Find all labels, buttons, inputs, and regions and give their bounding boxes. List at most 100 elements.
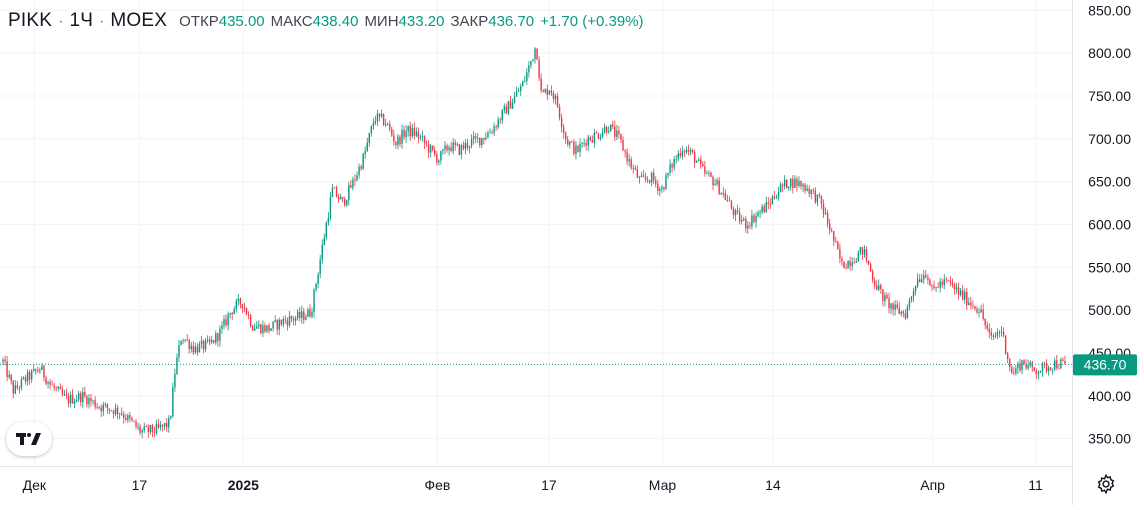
candle-body — [380, 114, 383, 117]
candle-body — [657, 183, 659, 192]
candle-body — [245, 308, 248, 315]
candle-body — [276, 320, 278, 330]
tradingview-logo-icon — [16, 433, 41, 445]
candle-body — [783, 179, 786, 187]
tradingview-logo[interactable] — [6, 422, 52, 456]
candle-body — [174, 373, 176, 388]
candle-body — [1023, 360, 1025, 365]
candle-body — [959, 290, 962, 296]
candle-body — [243, 307, 246, 309]
candle-body — [579, 144, 581, 152]
candle-body — [309, 309, 311, 317]
candle-body — [315, 283, 317, 290]
candle-body — [880, 285, 882, 290]
candle-body — [442, 149, 444, 152]
candle-body — [736, 210, 739, 213]
candle-body — [313, 289, 315, 312]
candle-body — [951, 282, 954, 285]
candle-body — [1029, 362, 1031, 366]
candle-body — [319, 259, 321, 275]
candle-body — [628, 159, 630, 162]
candle-body — [137, 426, 139, 428]
candle-body — [139, 426, 141, 433]
candle-body — [970, 302, 972, 306]
candle-body — [921, 279, 923, 282]
candle-body — [794, 178, 796, 188]
high-value: 438.40 — [312, 13, 359, 30]
candle-body — [587, 137, 589, 146]
candle-body — [384, 124, 387, 125]
candle-body — [552, 93, 555, 100]
candle-body — [192, 345, 195, 353]
candle-body — [646, 178, 649, 181]
candle-body — [912, 291, 915, 297]
candle-body — [706, 172, 708, 174]
candle-body — [16, 385, 19, 388]
candle-body — [221, 325, 223, 329]
x-axis-tick-label: Мар — [649, 477, 677, 493]
candle-body — [937, 286, 939, 288]
candle-body — [828, 223, 831, 231]
candle-body — [968, 302, 970, 306]
candle-body — [562, 127, 565, 133]
candle-body — [204, 340, 207, 350]
candle-body — [955, 287, 958, 290]
candle-body — [935, 286, 937, 288]
candle-body — [700, 159, 702, 164]
candle-body — [976, 308, 978, 313]
symbol-name[interactable]: PIKK — [8, 10, 53, 31]
candle-body — [305, 316, 307, 320]
candle-body — [468, 146, 471, 148]
candle-body — [925, 275, 927, 278]
candle-body — [382, 114, 385, 125]
candle-body — [333, 187, 336, 189]
x-axis-tick-label: Фев — [424, 477, 450, 493]
candle-body — [558, 106, 561, 118]
candle-body — [12, 381, 14, 394]
candle-body — [161, 424, 164, 427]
candle-body — [389, 123, 391, 130]
candle-body — [542, 90, 544, 92]
candle-body — [491, 132, 493, 134]
candle-body — [663, 187, 665, 190]
candle-body — [753, 215, 755, 223]
x-axis-tick-label: 17 — [541, 477, 557, 493]
candle-body — [229, 312, 231, 315]
candle-body — [86, 396, 88, 405]
candle-body — [716, 180, 718, 184]
candle-body — [573, 141, 575, 154]
candle-body — [493, 126, 495, 133]
candle-body — [213, 339, 215, 343]
candle-body — [528, 65, 530, 73]
candle-body — [444, 145, 446, 150]
candle-body — [231, 312, 233, 314]
candle-body — [292, 319, 295, 321]
candle-body — [661, 187, 663, 189]
candle-body — [728, 200, 731, 202]
candle-body — [258, 324, 260, 327]
candle-body — [538, 59, 540, 79]
candle-body — [914, 286, 917, 292]
candle-body — [515, 91, 518, 97]
candle-body — [288, 316, 291, 326]
low-value: 433.20 — [398, 13, 445, 30]
candle-body — [638, 177, 641, 178]
candle-body — [168, 418, 170, 428]
candle-body — [188, 340, 190, 350]
candle-body — [988, 328, 990, 333]
candle-body — [984, 318, 986, 326]
y-axis-tick-label: 650.00 — [1088, 174, 1131, 190]
candle-body — [317, 274, 319, 284]
candle-body — [65, 394, 68, 397]
interval-label[interactable]: 1Ч — [69, 10, 94, 31]
x-axis-tick-label: 14 — [765, 477, 781, 493]
candle-body — [796, 178, 798, 186]
candle-body — [687, 149, 690, 152]
settings-button[interactable] — [1094, 472, 1118, 496]
candle-body — [172, 387, 174, 417]
candle-body — [519, 86, 522, 92]
candle-body — [659, 188, 661, 192]
candle-body — [219, 328, 221, 341]
